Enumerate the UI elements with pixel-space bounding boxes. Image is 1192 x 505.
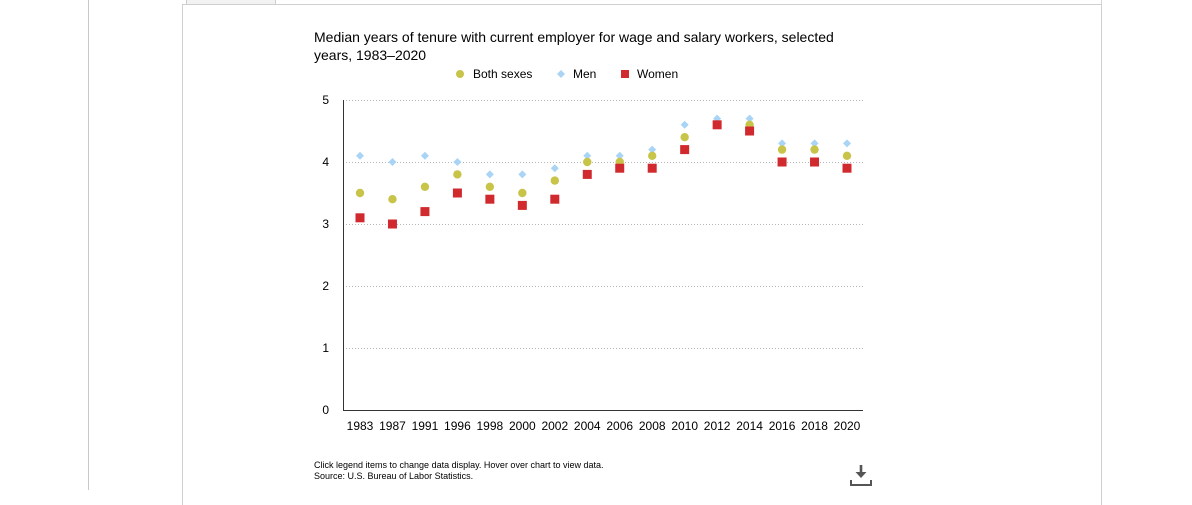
chart-frame	[182, 4, 1102, 505]
data-point-both-sexes[interactable]	[810, 145, 819, 154]
data-point-both-sexes[interactable]	[518, 188, 527, 198]
x-tick-label: 1998	[477, 419, 504, 433]
data-point-both-sexes[interactable]	[550, 176, 559, 185]
data-point-both-sexes[interactable]	[355, 188, 365, 198]
data-point-women[interactable]	[420, 207, 430, 217]
data-point-women[interactable]	[485, 194, 495, 204]
download-icon[interactable]	[848, 463, 874, 489]
x-tick-label: 2014	[736, 419, 763, 433]
x-tick-label: 2018	[801, 419, 828, 433]
y-tick-label: 2	[322, 279, 329, 293]
x-tick-label: 2020	[834, 419, 861, 433]
data-point-women[interactable]	[842, 163, 852, 173]
chart-legend: Both sexes Men Women	[0, 67, 1192, 83]
legend-square-marker	[621, 70, 629, 78]
data-point-women[interactable]	[777, 157, 787, 167]
x-tick-label: 1983	[347, 419, 374, 433]
data-point-men[interactable]	[420, 151, 429, 160]
y-tick-label: 3	[322, 217, 329, 231]
data-point-both-sexes[interactable]	[842, 151, 852, 160]
data-point-women[interactable]	[550, 194, 560, 204]
data-point-women[interactable]	[452, 188, 462, 198]
y-tick-label: 0	[322, 403, 329, 417]
legend-diamond-marker	[557, 70, 565, 78]
data-point-both-sexes[interactable]	[777, 145, 787, 154]
data-point-men[interactable]	[615, 151, 624, 160]
data-point-men[interactable]	[745, 114, 754, 123]
x-tick-label: 2000	[509, 419, 536, 433]
data-point-both-sexes[interactable]	[388, 195, 397, 204]
data-point-men[interactable]	[518, 170, 527, 179]
chart-title: Median years of tenure with current empl…	[314, 29, 834, 63]
data-point-men[interactable]	[485, 170, 494, 179]
data-point-women[interactable]	[647, 163, 657, 173]
legend-label: Both sexes	[473, 67, 533, 81]
data-point-men[interactable]	[583, 151, 592, 160]
data-point-men[interactable]	[810, 139, 819, 148]
footnote-source: Source: U.S. Bureau of Labor Statistics.	[314, 471, 474, 481]
chart-footnote: Click legend items to change data displa…	[314, 460, 603, 482]
data-point-both-sexes[interactable]	[453, 170, 462, 179]
data-point-women[interactable]	[712, 120, 722, 130]
data-point-both-sexes[interactable]	[583, 157, 592, 167]
data-point-men[interactable]	[388, 158, 397, 166]
data-point-men[interactable]	[648, 145, 657, 154]
x-tick-label: 1987	[379, 419, 406, 433]
y-tick-label: 1	[322, 341, 329, 355]
data-point-women[interactable]	[355, 213, 365, 223]
footnote-instructions: Click legend items to change data displa…	[314, 460, 604, 470]
data-point-men[interactable]	[778, 139, 787, 148]
legend-label: Men	[573, 67, 597, 81]
page-left-border	[88, 0, 89, 490]
legend-circle-marker	[456, 70, 464, 78]
x-tick-label: 1991	[412, 419, 439, 433]
data-point-women[interactable]	[615, 163, 625, 173]
x-tick-label: 2004	[574, 419, 601, 433]
chart-plot[interactable]: 0 1 2 3 4 5 1983 1987 1991 1996 1998 2000 2002 2004 20…	[0, 0, 1192, 490]
data-point-men[interactable]	[453, 158, 462, 166]
x-tick-label: 2008	[639, 419, 666, 433]
x-tick-label: 2002	[541, 419, 568, 433]
data-point-women[interactable]	[810, 157, 820, 167]
x-tick-label: 1996	[444, 419, 471, 433]
data-point-men[interactable]	[550, 164, 559, 173]
data-point-women[interactable]	[680, 145, 690, 155]
data-point-both-sexes[interactable]	[485, 182, 495, 191]
x-tick-label: 2012	[704, 419, 731, 433]
y-tick-label: 5	[322, 93, 329, 107]
x-tick-label: 2016	[769, 419, 796, 433]
data-point-both-sexes[interactable]	[680, 133, 689, 142]
data-point-men[interactable]	[356, 151, 364, 160]
data-point-men[interactable]	[680, 120, 689, 129]
data-point-both-sexes[interactable]	[420, 182, 430, 191]
data-point-women[interactable]	[517, 200, 527, 210]
data-point-women[interactable]	[582, 169, 592, 179]
legend-label: Women	[637, 67, 679, 81]
x-tick-label: 2010	[671, 419, 698, 433]
y-tick-label: 4	[322, 155, 329, 169]
x-tick-label: 2006	[606, 419, 633, 433]
tab-stub	[186, 0, 276, 5]
data-point-women[interactable]	[387, 219, 397, 229]
download-icon-glyph	[850, 465, 872, 486]
data-point-women[interactable]	[745, 126, 755, 136]
data-point-both-sexes[interactable]	[648, 151, 657, 160]
data-point-men[interactable]	[843, 139, 851, 148]
